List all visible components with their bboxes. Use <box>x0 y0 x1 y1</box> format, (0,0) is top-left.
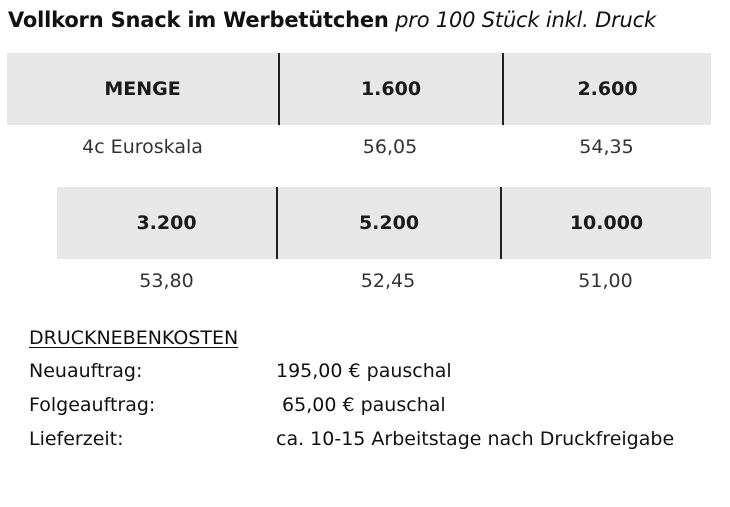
value-cell-price-3200: 53,80 <box>139 270 194 292</box>
cost-value: 65,00 € pauschal <box>276 394 446 416</box>
value-cell-price-1600: 56,05 <box>362 136 418 158</box>
cost-line-new-order: Neuauftrag: 195,00 € pauschal <box>29 354 674 388</box>
product-heading: Vollkorn Snack im Werbetütchen pro 100 S… <box>8 8 656 32</box>
product-title: Vollkorn Snack im Werbetütchen <box>8 8 389 32</box>
value-cell-price-10000: 51,00 <box>578 270 633 292</box>
cost-value: ca. 10-15 Arbeitstage nach Druckfreigabe <box>276 428 675 450</box>
value-cell-print-type: 4c Euroskala <box>82 136 203 158</box>
header-cell-quantity-label: MENGE <box>104 78 181 100</box>
additional-costs-title: DRUCKNEBENKOSTEN <box>29 327 239 349</box>
value-cell-price-5200: 52,45 <box>360 270 416 292</box>
cost-label: Folgeauftrag: <box>29 394 156 416</box>
cost-label: Lieferzeit: <box>29 428 124 450</box>
header-cell-quantity-3200: 3.200 <box>136 212 197 234</box>
cost-line-delivery-time: Lieferzeit: ca. 10-15 Arbeitstage nach D… <box>29 422 674 456</box>
header-cell-quantity-5200: 5.200 <box>276 187 500 259</box>
cost-label: Neuauftrag: <box>29 360 143 382</box>
additional-costs-section: DRUCKNEBENKOSTEN Neuauftrag: 195,00 € pa… <box>29 322 674 456</box>
header-cell-quantity-2600: 2.600 <box>502 53 711 125</box>
price-table-value-row-1: 4c Euroskala 56,05 54,35 <box>7 130 711 164</box>
cost-line-repeat-order: Folgeauftrag: 65,00 € pauschal <box>29 388 674 422</box>
product-subtitle: pro 100 Stück inkl. Druck <box>395 8 656 32</box>
price-table-header-row-2: 3.200 5.200 10.000 <box>57 187 711 259</box>
cost-value: 195,00 € pauschal <box>276 360 452 382</box>
value-cell-price-2600: 54,35 <box>579 136 634 158</box>
price-table-value-row-2: 53,80 52,45 51,00 <box>57 264 711 298</box>
header-cell-quantity-1600: 1.600 <box>278 53 502 125</box>
price-table-header-row-1: MENGE 1.600 2.600 <box>7 53 711 125</box>
header-cell-quantity-10000: 10.000 <box>500 187 711 259</box>
